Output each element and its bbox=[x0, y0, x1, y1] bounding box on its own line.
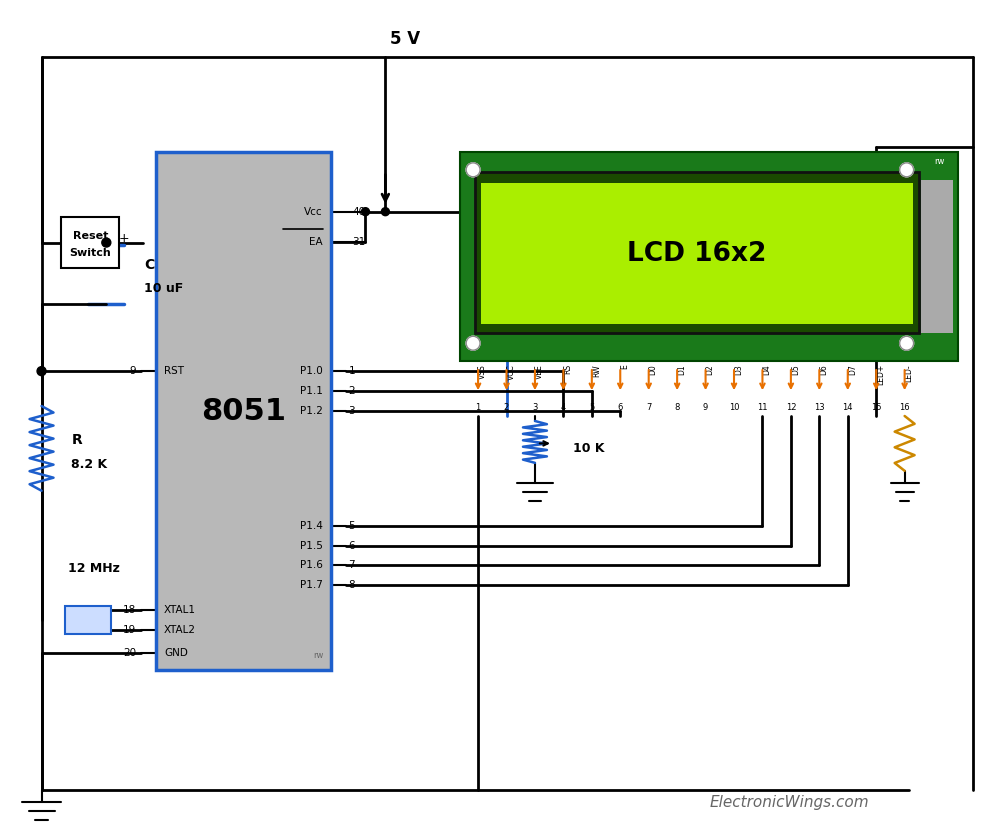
Text: VSS: VSS bbox=[478, 364, 487, 379]
Text: 2: 2 bbox=[349, 386, 355, 396]
Text: D2: D2 bbox=[706, 364, 715, 375]
Text: XTAL1: XTAL1 bbox=[164, 605, 196, 615]
Text: LED-: LED- bbox=[905, 364, 914, 382]
Text: P1.2: P1.2 bbox=[300, 406, 323, 416]
Text: XTAL2: XTAL2 bbox=[164, 625, 196, 635]
Text: 18: 18 bbox=[123, 605, 136, 615]
Text: RS: RS bbox=[563, 364, 572, 374]
Text: GND: GND bbox=[164, 648, 188, 658]
Text: EA: EA bbox=[309, 236, 323, 247]
Text: D5: D5 bbox=[791, 364, 800, 375]
Text: 1: 1 bbox=[475, 402, 481, 411]
Text: 14: 14 bbox=[843, 402, 853, 411]
Text: Switch: Switch bbox=[70, 248, 111, 258]
Text: 40: 40 bbox=[352, 206, 366, 216]
Text: 20: 20 bbox=[123, 648, 136, 658]
Text: Reset: Reset bbox=[73, 230, 108, 240]
Text: LCD 16x2: LCD 16x2 bbox=[627, 240, 767, 267]
Bar bbox=[156, 152, 331, 670]
Circle shape bbox=[381, 207, 389, 216]
Text: P1.6: P1.6 bbox=[300, 561, 323, 571]
Text: +: + bbox=[118, 232, 129, 245]
Text: E: E bbox=[620, 364, 629, 369]
Text: 10 K: 10 K bbox=[573, 442, 604, 455]
Text: D4: D4 bbox=[762, 364, 771, 375]
Bar bbox=[481, 183, 913, 325]
Text: 6: 6 bbox=[349, 540, 355, 551]
Text: 8.2 K: 8.2 K bbox=[71, 458, 108, 471]
Text: RW: RW bbox=[592, 364, 601, 377]
Text: D0: D0 bbox=[649, 364, 658, 375]
Text: ElectronicWings.com: ElectronicWings.com bbox=[709, 795, 869, 810]
Text: 5 V: 5 V bbox=[390, 31, 420, 48]
Bar bbox=[475, 172, 919, 333]
Text: Vcc: Vcc bbox=[304, 206, 323, 216]
Text: 3: 3 bbox=[349, 406, 355, 416]
Text: 16: 16 bbox=[899, 402, 910, 411]
Text: P1.7: P1.7 bbox=[300, 581, 323, 591]
Text: 11: 11 bbox=[757, 402, 768, 411]
Text: rw: rw bbox=[934, 157, 945, 166]
Circle shape bbox=[900, 336, 914, 350]
Bar bbox=[921, 180, 953, 333]
Text: 31: 31 bbox=[352, 236, 366, 247]
Text: P1.4: P1.4 bbox=[300, 520, 323, 530]
Text: 5: 5 bbox=[349, 520, 355, 530]
Text: VCC: VCC bbox=[507, 364, 516, 380]
Text: 7: 7 bbox=[646, 402, 651, 411]
Text: 2: 2 bbox=[504, 402, 509, 411]
Text: 3: 3 bbox=[532, 402, 538, 411]
Text: 6: 6 bbox=[618, 402, 623, 411]
Text: 12 MHz: 12 MHz bbox=[68, 562, 120, 575]
Text: P1.1: P1.1 bbox=[300, 386, 323, 396]
Bar bbox=[65, 606, 111, 634]
Text: C: C bbox=[144, 258, 154, 272]
Circle shape bbox=[466, 163, 480, 177]
Text: 9: 9 bbox=[703, 402, 708, 411]
Text: D6: D6 bbox=[819, 364, 828, 375]
Text: P1.5: P1.5 bbox=[300, 540, 323, 551]
Text: 19: 19 bbox=[123, 625, 136, 635]
Text: 15: 15 bbox=[871, 402, 881, 411]
Circle shape bbox=[37, 367, 46, 376]
Bar bbox=[61, 216, 119, 268]
Text: 8: 8 bbox=[674, 402, 680, 411]
Text: R: R bbox=[71, 434, 82, 448]
Text: rw: rw bbox=[313, 651, 324, 660]
Text: 8051: 8051 bbox=[201, 396, 286, 425]
Text: 8: 8 bbox=[349, 581, 355, 591]
Text: 9: 9 bbox=[130, 366, 136, 376]
Text: 13: 13 bbox=[814, 402, 825, 411]
Text: RST: RST bbox=[164, 366, 184, 376]
Circle shape bbox=[361, 207, 369, 216]
Text: D1: D1 bbox=[677, 364, 686, 375]
Text: D7: D7 bbox=[848, 364, 857, 375]
Text: LED+: LED+ bbox=[876, 364, 885, 386]
Text: 10: 10 bbox=[729, 402, 739, 411]
Circle shape bbox=[466, 336, 480, 350]
Circle shape bbox=[900, 163, 914, 177]
Text: 4: 4 bbox=[561, 402, 566, 411]
Text: 12: 12 bbox=[786, 402, 796, 411]
Bar bbox=[460, 152, 958, 361]
Text: VEE: VEE bbox=[535, 364, 544, 379]
Circle shape bbox=[102, 238, 111, 247]
Text: 5: 5 bbox=[589, 402, 594, 411]
Text: 10 uF: 10 uF bbox=[144, 282, 183, 295]
Text: 1: 1 bbox=[349, 366, 355, 376]
Text: 7: 7 bbox=[349, 561, 355, 571]
Text: D3: D3 bbox=[734, 364, 743, 375]
Text: P1.0: P1.0 bbox=[300, 366, 323, 376]
